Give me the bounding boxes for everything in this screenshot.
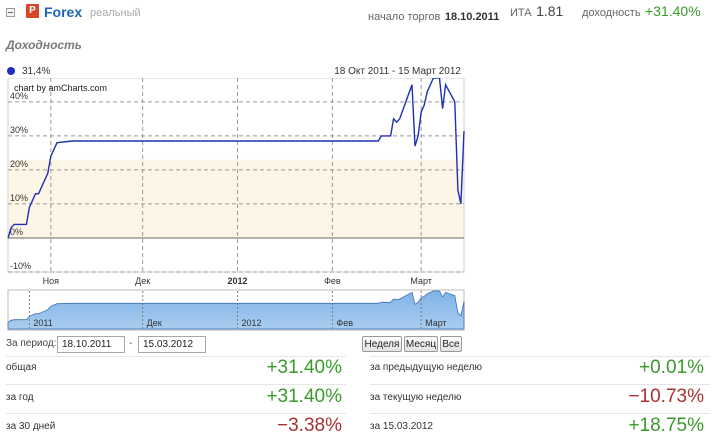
divider <box>6 413 346 414</box>
yield-value: +31.40% <box>645 3 701 19</box>
start-date: 18.10.2011 <box>444 11 500 23</box>
divider <box>6 384 346 385</box>
month-button[interactable]: Месяц <box>404 336 438 352</box>
section-title: Доходность <box>6 38 82 52</box>
ita-info: ИТА 1.81 <box>510 3 563 21</box>
series-line <box>7 78 465 239</box>
week-button[interactable]: Неделя <box>362 336 402 352</box>
date-from-input[interactable] <box>57 336 125 353</box>
stat-label-date: за 15.03.2012 <box>370 421 433 432</box>
vertical-grid <box>50 78 422 272</box>
scroller-label: Дек <box>147 318 162 328</box>
scroller-label: Март <box>425 318 447 328</box>
start-info: начало торгов 18.10.2011 <box>368 7 499 25</box>
divider <box>370 413 710 414</box>
stat-value-year: +31.40% <box>266 386 342 407</box>
stat-label-current-week: за текущую неделю <box>370 392 462 403</box>
stat-label-total: общая <box>6 362 37 373</box>
all-button[interactable]: Все <box>440 336 462 352</box>
scroller-label: 2012 <box>242 318 262 328</box>
y-tick-label: 30% <box>10 125 28 135</box>
divider <box>370 384 710 385</box>
scroller-area <box>7 290 465 330</box>
yield-info: доходность +31.40% <box>582 3 701 21</box>
account-icon: P <box>26 4 39 18</box>
legend-label: 31,4% <box>22 66 51 77</box>
legend-marker <box>7 67 15 75</box>
positive-band <box>9 159 463 238</box>
stat-value-30days: −3.38% <box>277 415 342 436</box>
yield-label: доходность <box>582 7 641 19</box>
y-tick-label: 0% <box>10 227 23 237</box>
stat-label-30days: за 30 дней <box>6 421 56 432</box>
stat-label-prev-week: за предыдущую неделю <box>370 362 482 373</box>
collapse-toggle[interactable] <box>6 8 15 17</box>
stat-label-year: за год <box>6 392 34 403</box>
account-type: реальный <box>90 7 141 19</box>
stat-value-current-week: −10.73% <box>628 386 704 407</box>
y-tick-label: 20% <box>10 159 28 169</box>
stat-value-date: +18.75% <box>628 415 704 436</box>
scroller-label: 2011 <box>33 318 52 328</box>
y-tick-label: -10% <box>10 261 31 271</box>
ita-label: ИТА <box>510 7 532 19</box>
y-tick-label: 40% <box>10 91 28 101</box>
x-tick-label: Март <box>410 276 432 286</box>
x-tick-label: Ноя <box>43 276 60 286</box>
start-label: начало торгов <box>368 11 441 23</box>
divider <box>6 356 346 357</box>
chart-credit[interactable]: chart by amCharts.com <box>14 83 107 93</box>
account-name[interactable]: Forex <box>44 4 83 20</box>
divider <box>370 356 710 357</box>
date-range-label: 18 Окт 2011 - 15 Март 2012 <box>334 66 461 77</box>
date-to-input[interactable] <box>138 336 206 353</box>
x-tick-label: 2012 <box>228 276 248 286</box>
y-tick-label: 10% <box>10 193 28 203</box>
scroller-label: Фев <box>336 318 353 328</box>
x-tick-label: Дек <box>135 276 150 286</box>
yield-chart: chart by amCharts.com 40% 30% 20% 10% 0% -10%… <box>7 78 465 331</box>
period-separator: - <box>129 338 133 349</box>
ita-value: 1.81 <box>536 3 564 19</box>
stat-value-prev-week: +0.01% <box>639 357 704 378</box>
x-tick-label: Фев <box>324 276 341 286</box>
stat-value-total: +31.40% <box>266 357 342 378</box>
period-label: За период: <box>6 338 57 349</box>
